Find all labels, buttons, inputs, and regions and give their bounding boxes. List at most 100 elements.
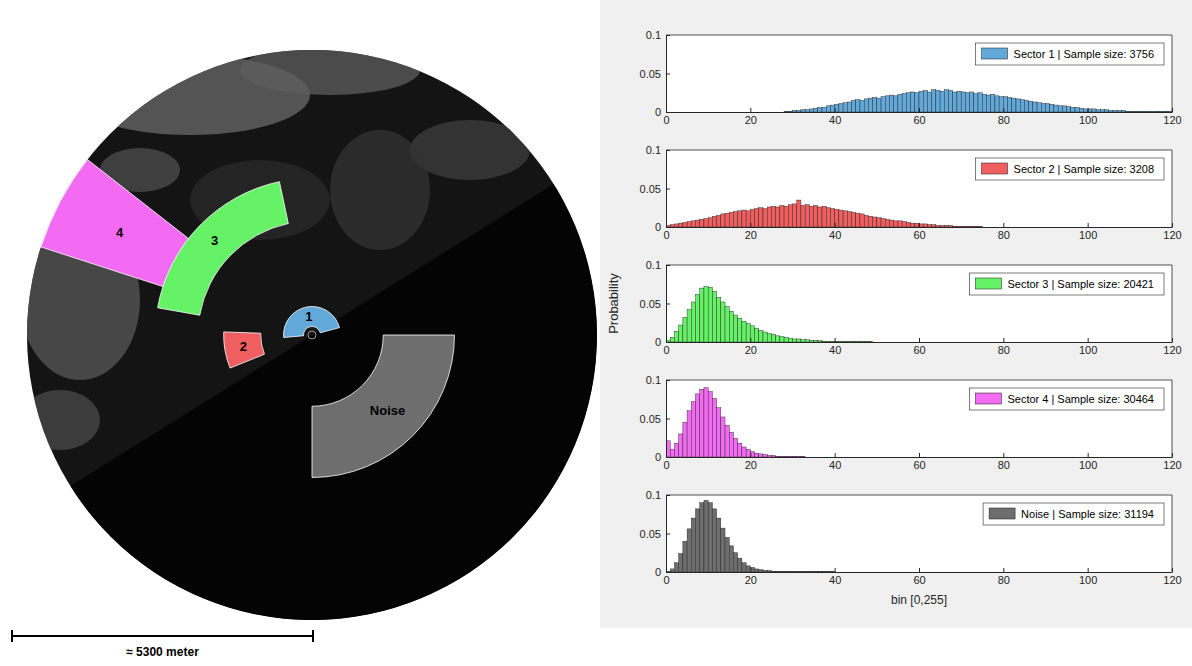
bar: [809, 206, 813, 227]
y-tick: 0: [655, 221, 670, 233]
scale-bar-label: ≈ 5300 meter: [126, 645, 199, 659]
y-tick: 0.1: [646, 489, 670, 501]
x-tick-label: 120: [1163, 459, 1181, 471]
bar: [974, 94, 978, 112]
y-tick-label: 0: [655, 566, 661, 578]
bar: [788, 205, 792, 227]
x-tick-mark: [1088, 453, 1089, 457]
bar: [763, 332, 767, 342]
bar: [708, 287, 712, 342]
bar: [830, 341, 834, 342]
x-tick: 40: [829, 338, 841, 356]
x-tick-mark: [750, 338, 751, 342]
x-tick-mark: [750, 568, 751, 572]
x-tick: 120: [1163, 338, 1181, 356]
x-tick-mark: [835, 338, 836, 342]
x-tick-mark: [1003, 453, 1004, 457]
bar: [1067, 107, 1071, 112]
scale-bar-line: [12, 635, 313, 637]
histogram-panel: 02040608010012000.050.1Noise | Sample si…: [640, 489, 1182, 586]
bar: [687, 529, 691, 572]
x-tick-label: 60: [913, 459, 925, 471]
bar: [927, 225, 931, 227]
bar: [1113, 110, 1117, 112]
bar: [818, 340, 822, 342]
legend: Sector 2 | Sample size: 3208: [976, 158, 1164, 180]
y-tick-label: 0.1: [646, 374, 661, 386]
x-tick-label: 100: [1079, 459, 1097, 471]
bar: [1088, 109, 1092, 112]
plot-background: [666, 150, 1172, 227]
y-tick-label: 0.05: [640, 528, 661, 540]
bar: [750, 452, 754, 457]
legend: Noise | Sample size: 31194: [983, 503, 1164, 525]
bar: [759, 570, 763, 572]
x-tick-mark: [750, 108, 751, 112]
y-tick-mark: [666, 342, 670, 343]
bar: [923, 90, 927, 112]
x-tick: 20: [745, 223, 757, 241]
y-tick-mark: [666, 74, 670, 75]
bar: [700, 503, 704, 572]
bar: [868, 98, 872, 112]
bar: [670, 569, 674, 572]
bar: [906, 93, 910, 112]
x-tick-mark: [835, 223, 836, 227]
bar: [839, 210, 843, 227]
legend: Sector 3 | Sample size: 20421: [969, 273, 1164, 295]
y-tick-label: 0: [655, 336, 661, 348]
y-tick: 0.1: [646, 374, 670, 386]
bar: [1041, 104, 1045, 112]
x-tick-mark: [750, 453, 751, 457]
bar: [949, 225, 953, 227]
bar: [733, 439, 737, 457]
legend-box: [969, 388, 1164, 410]
bar: [801, 456, 805, 457]
legend-swatch: [982, 48, 1008, 59]
bar: [809, 571, 813, 572]
y-tick-label: 0.1: [646, 259, 661, 271]
bar: [784, 337, 788, 342]
bar: [818, 107, 822, 112]
bar: [805, 110, 809, 112]
y-axis: 00.050.1: [640, 374, 670, 463]
bar: [771, 455, 775, 457]
bar: [805, 571, 809, 572]
histogram-panel: 02040608010012000.050.1Sector 2 | Sample…: [640, 144, 1182, 241]
bar: [961, 92, 965, 112]
y-tick: 0.05: [640, 413, 670, 425]
bars: [784, 90, 1172, 112]
bar: [780, 205, 784, 227]
bar: [780, 456, 784, 457]
bar: [784, 111, 788, 112]
bar: [911, 223, 915, 227]
sector-label: 3: [211, 233, 218, 248]
y-tick-label: 0: [655, 106, 661, 118]
bar: [1138, 111, 1142, 112]
bar: [683, 222, 687, 227]
y-tick-mark: [666, 35, 670, 36]
x-tick-mark: [1088, 108, 1089, 112]
bar: [763, 455, 767, 457]
frame-right: [1172, 35, 1173, 112]
legend: Sector 4 | Sample size: 30464: [969, 388, 1164, 410]
y-tick: 0: [655, 336, 670, 348]
bar: [750, 567, 754, 572]
x-tick-mark: [1003, 568, 1004, 572]
figure-background: [600, 0, 1192, 628]
bar: [982, 94, 986, 112]
bar: [1164, 111, 1168, 112]
bar: [1003, 97, 1007, 112]
bar: [708, 392, 712, 457]
scale-bar-cap: [11, 630, 13, 642]
histogram-panel: 02040608010012000.050.1Sector 3 | Sample…: [640, 259, 1182, 356]
bar: [797, 200, 801, 227]
bar: [704, 500, 708, 572]
bar: [759, 208, 763, 227]
bar: [915, 93, 919, 112]
bar: [717, 518, 721, 572]
histogram-panel: 02040608010012000.050.1Sector 1 | Sample…: [640, 29, 1182, 126]
x-tick-mark: [1088, 338, 1089, 342]
bar: [991, 94, 995, 112]
bar: [793, 339, 797, 342]
